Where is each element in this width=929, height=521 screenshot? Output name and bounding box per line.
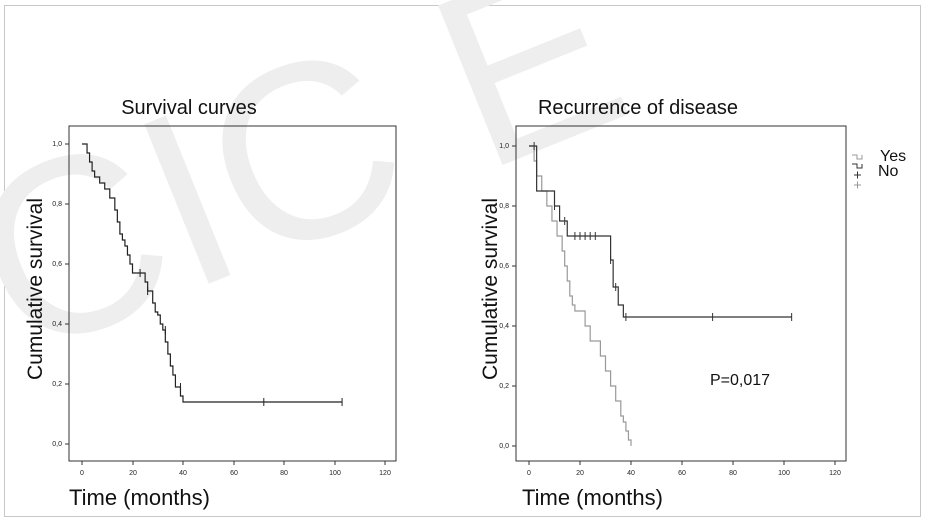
legend-label-yes: Yes (880, 148, 906, 165)
y-tick-label: 0,8 (499, 203, 509, 210)
y-tick-label: 1,0 (52, 141, 62, 148)
legend-censor-yes (854, 181, 861, 189)
x-tick-label: 80 (729, 470, 737, 477)
chart-recurrence: Recurrence of disease Cumulative surviva… (479, 97, 906, 510)
x-tick-label: 60 (230, 470, 238, 477)
series-layer (529, 142, 793, 446)
x-tick-label: 0 (527, 470, 531, 477)
x-tick-label: 40 (179, 470, 187, 477)
y-tick-label: 0,2 (52, 381, 62, 388)
series-line-no (529, 145, 792, 318)
y-tick-label: 0,2 (499, 383, 509, 390)
x-axis-label: Time (months) (69, 485, 210, 510)
x-tick-label: 20 (129, 470, 137, 477)
x-tick-label: 100 (778, 470, 790, 477)
y-tick-label: 0,6 (499, 263, 509, 270)
y-tick-label: 1,0 (499, 143, 509, 150)
plot-frame (515, 125, 847, 462)
p-value-annotation: P=0,017 (710, 372, 770, 389)
page-frame (4, 5, 921, 517)
x-tick-label: 120 (829, 470, 841, 477)
x-tick-label: 0 (80, 470, 84, 477)
chart-survival: Survival curves Cumulative survival Time… (24, 97, 397, 510)
legend: Yes No (852, 148, 906, 189)
series-line-yes (529, 145, 632, 446)
x-tick-label: 80 (280, 470, 288, 477)
legend-label-no: No (878, 163, 899, 180)
chart-title: Recurrence of disease (538, 97, 738, 119)
x-tick-label: 20 (576, 470, 584, 477)
y-tick-label: 0,0 (52, 441, 62, 448)
axis-ticks: 0 20 40 60 80 100 120 0,0 0,2 0,4 0,6 0,… (499, 143, 841, 477)
x-tick-label: 60 (678, 470, 686, 477)
legend-censor-no (854, 171, 861, 179)
series-line (82, 143, 343, 403)
y-tick-label: 0,4 (52, 321, 62, 328)
legend-swatch-yes (852, 154, 863, 160)
x-tick-label: 120 (379, 470, 391, 477)
legend-swatch-no (852, 163, 863, 169)
y-tick-label: 0,0 (499, 443, 509, 450)
x-tick-label: 40 (627, 470, 635, 477)
y-axis-label: Cumulative survival (24, 198, 47, 380)
series-layer (82, 143, 343, 406)
chart-title: Survival curves (121, 97, 257, 119)
y-axis-label: Cumulative survival (479, 198, 502, 380)
x-tick-label: 100 (329, 470, 341, 477)
y-tick-label: 0,8 (52, 201, 62, 208)
plot-frame (68, 125, 397, 462)
y-tick-label: 0,4 (499, 323, 509, 330)
y-tick-label: 0,6 (52, 261, 62, 268)
x-axis-label: Time (months) (522, 485, 663, 510)
axis-ticks: 0 20 40 60 80 100 120 0,0 0,2 0,4 0,6 0,… (52, 141, 391, 477)
